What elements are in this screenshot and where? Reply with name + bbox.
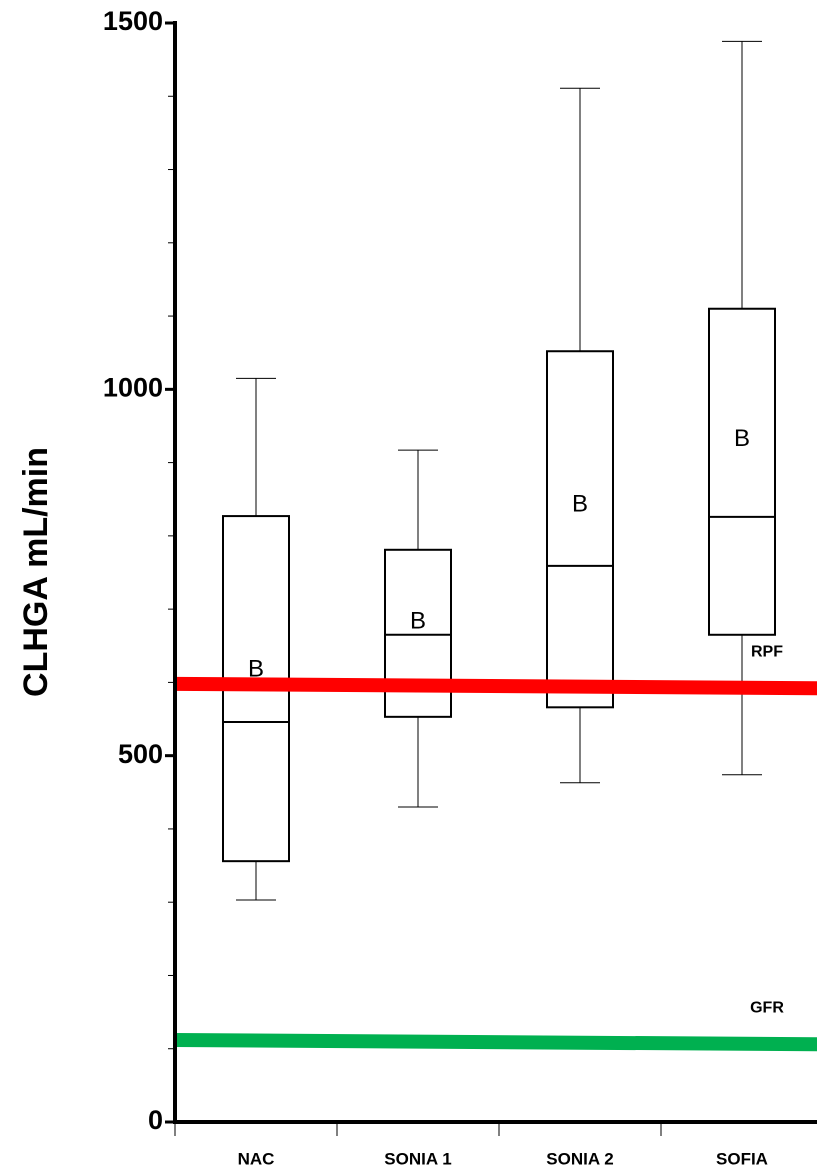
mean-marker: B <box>248 655 264 682</box>
reference-line <box>174 676 817 696</box>
y-tick-label: 1000 <box>103 372 163 402</box>
reference-line-label: RPF <box>751 643 783 660</box>
x-tick-label: NAC <box>238 1149 275 1168</box>
box <box>546 350 614 709</box>
box <box>708 307 776 636</box>
mean-marker: B <box>410 608 426 635</box>
reference-line <box>174 1032 817 1052</box>
x-tick-label: SOFIA <box>716 1149 768 1168</box>
x-tick-label: SONIA 1 <box>384 1149 451 1168</box>
y-tick-label: 0 <box>148 1105 163 1135</box>
x-tick-label: SONIA 2 <box>546 1149 613 1168</box>
box <box>384 548 452 718</box>
y-tick-label: 1500 <box>103 6 163 36</box>
reference-line-label: GFR <box>750 1000 784 1017</box>
y-tick-label: 500 <box>118 739 163 769</box>
y-axis-title: CLHGA mL/min <box>17 447 55 697</box>
mean-marker: B <box>572 490 588 517</box>
mean-marker: B <box>734 425 750 452</box>
